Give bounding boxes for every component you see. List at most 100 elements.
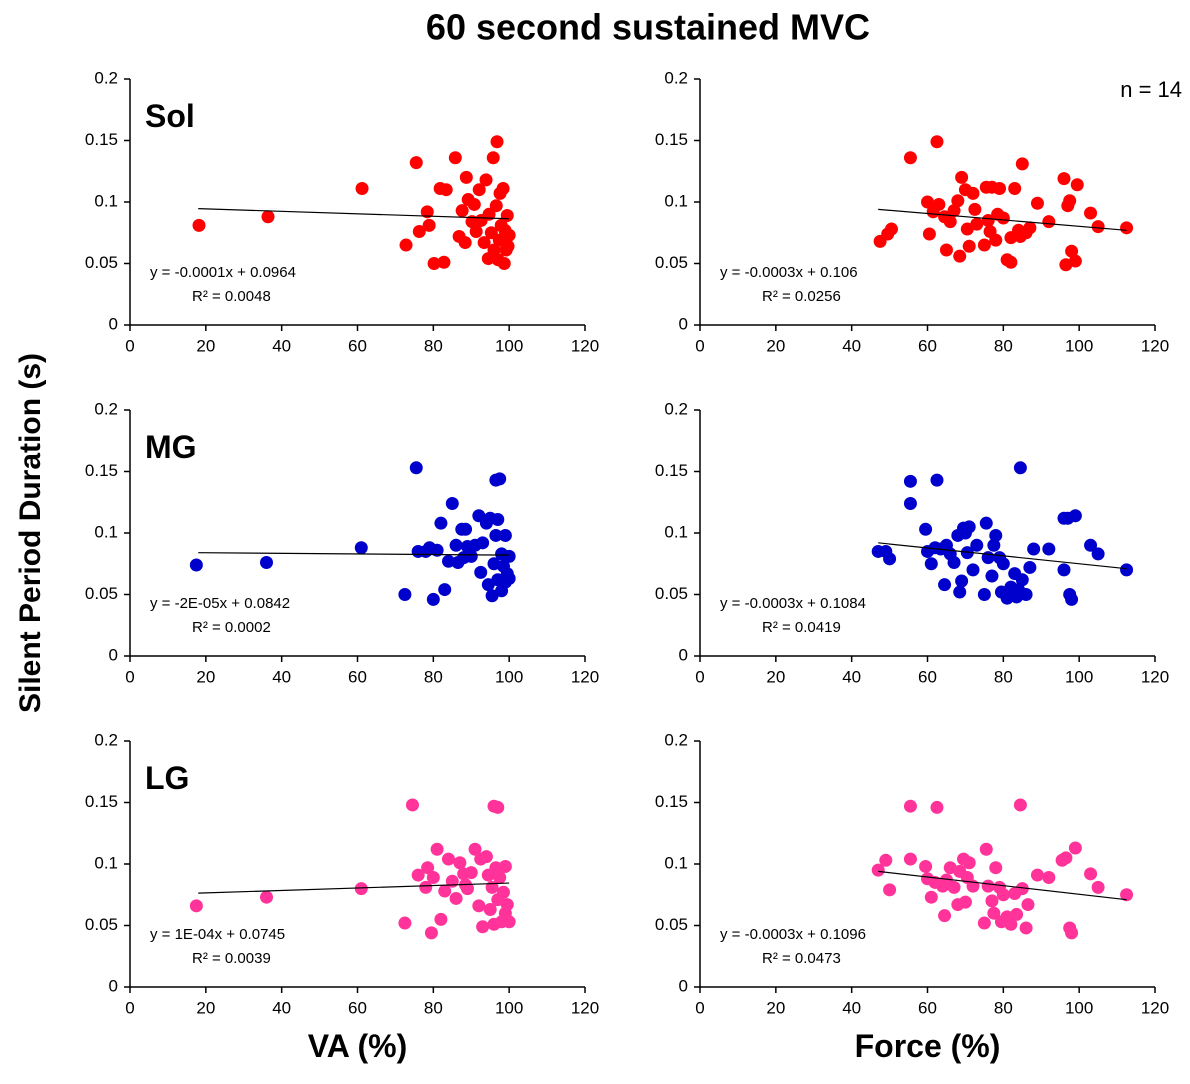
- data-point: [938, 578, 952, 592]
- data-point: [490, 135, 504, 149]
- data-point: [919, 522, 933, 536]
- x-axis-label: VA (%): [308, 1028, 408, 1064]
- figure-title: 60 second sustained MVC: [426, 7, 870, 48]
- data-point: [985, 894, 999, 908]
- data-point: [977, 588, 991, 601]
- x-tick-label: 0: [125, 998, 134, 1017]
- data-point: [409, 156, 423, 170]
- x-tick-label: 40: [272, 998, 291, 1017]
- x-tick-label: 100: [1065, 336, 1093, 355]
- data-point: [487, 243, 501, 257]
- data-point: [1004, 917, 1018, 931]
- data-point: [1027, 542, 1041, 556]
- data-point: [966, 186, 980, 200]
- y-tick-label: 0.1: [664, 853, 688, 872]
- trendline: [878, 870, 1127, 901]
- y-tick-label: 0.15: [85, 461, 118, 480]
- y-tick-label: 0.05: [655, 915, 688, 934]
- data-point: [970, 217, 984, 231]
- data-point: [426, 592, 440, 606]
- data-point: [486, 151, 500, 165]
- y-axis-label: Silent Period Duration (s): [14, 353, 47, 713]
- x-tick-label: 80: [994, 336, 1013, 355]
- x-tick-label: 80: [424, 336, 443, 355]
- data-point: [970, 538, 984, 552]
- data-point: [981, 879, 995, 893]
- data-point: [502, 549, 516, 563]
- data-point: [1015, 882, 1029, 896]
- data-point: [932, 197, 946, 211]
- data-point: [455, 204, 469, 218]
- data-point: [939, 243, 953, 257]
- data-point: [422, 218, 436, 232]
- data-point: [421, 861, 435, 875]
- data-point: [1084, 538, 1098, 552]
- data-point: [955, 574, 969, 588]
- y-tick-label: 0.15: [655, 792, 688, 811]
- y-tick-label: 0.1: [94, 191, 118, 210]
- data-point: [981, 551, 995, 565]
- y-tick-label: 0.1: [94, 522, 118, 541]
- x-tick-label: 0: [125, 336, 134, 355]
- data-point: [479, 173, 493, 187]
- x-tick-label: 100: [1065, 667, 1093, 686]
- data-point: [943, 215, 957, 229]
- data-point: [903, 852, 917, 866]
- data-point: [498, 528, 512, 542]
- data-point: [434, 912, 448, 926]
- trend-equation: y = 1E-04x + 0.0745: [150, 926, 285, 943]
- data-point: [1091, 547, 1105, 561]
- data-point: [1019, 588, 1033, 601]
- trend-equation: y = -0.0001x + 0.0964: [150, 264, 296, 281]
- data-point: [1023, 221, 1037, 235]
- data-point: [1068, 841, 1082, 855]
- data-point: [1015, 573, 1029, 587]
- data-point: [996, 211, 1010, 225]
- data-point: [354, 541, 368, 555]
- data-point: [412, 225, 426, 239]
- data-point: [1120, 888, 1134, 902]
- r-squared: R² = 0.0473: [762, 950, 841, 967]
- data-point: [947, 556, 961, 570]
- y-tick-label: 0: [109, 976, 118, 995]
- x-axis-label: Force (%): [855, 1028, 1001, 1064]
- data-point: [467, 197, 481, 211]
- data-point: [489, 861, 503, 875]
- trendline: [878, 542, 1127, 570]
- data-point: [442, 554, 455, 568]
- x-tick-label: 60: [348, 667, 367, 686]
- r-squared: R² = 0.0002: [192, 619, 271, 636]
- data-point: [1068, 254, 1082, 268]
- data-point: [958, 895, 972, 909]
- data-point: [476, 536, 490, 550]
- data-point: [438, 884, 452, 898]
- data-point: [502, 228, 516, 242]
- r-squared: R² = 0.0419: [762, 619, 841, 636]
- data-point: [1030, 868, 1044, 882]
- data-point: [1063, 194, 1077, 208]
- data-point: [399, 238, 413, 252]
- data-point: [420, 205, 434, 219]
- data-point: [469, 225, 483, 239]
- data-point: [1091, 220, 1105, 234]
- data-point: [260, 890, 273, 904]
- x-tick-label: 100: [495, 336, 523, 355]
- data-point: [977, 238, 991, 252]
- y-tick-label: 0.2: [94, 68, 118, 87]
- data-point: [962, 239, 976, 253]
- y-tick-label: 0: [679, 976, 688, 995]
- data-point: [1120, 221, 1134, 235]
- data-point: [453, 856, 467, 870]
- data-point: [1070, 178, 1084, 192]
- data-point: [434, 516, 448, 530]
- data-point: [192, 218, 206, 232]
- data-point: [426, 871, 440, 885]
- panel-label: Sol: [145, 98, 195, 134]
- x-tick-label: 40: [272, 667, 291, 686]
- data-point: [993, 181, 1007, 195]
- data-point: [1042, 542, 1056, 556]
- data-point: [189, 558, 203, 572]
- data-point: [1019, 921, 1033, 935]
- data-point: [985, 569, 999, 583]
- data-point: [996, 888, 1010, 902]
